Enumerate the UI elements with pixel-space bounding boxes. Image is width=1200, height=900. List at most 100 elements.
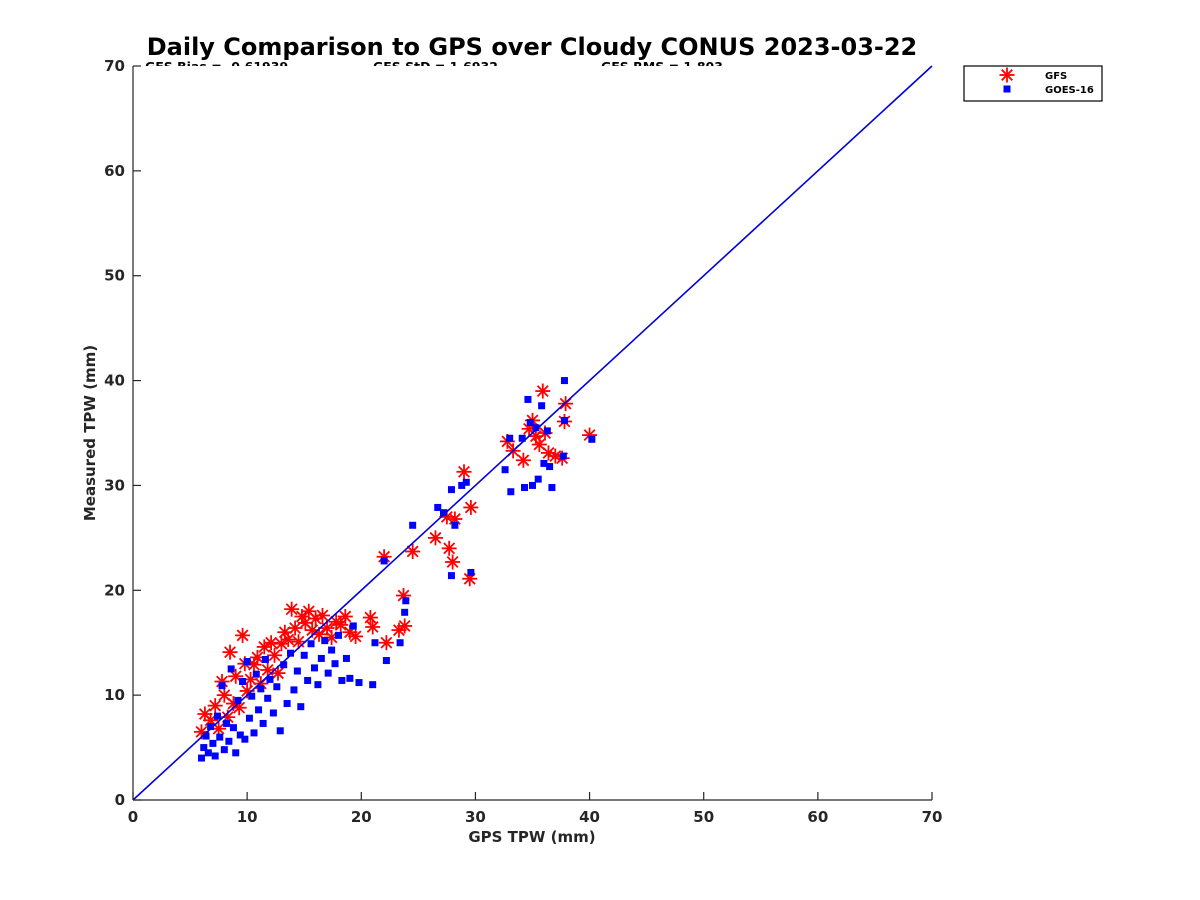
legend: GFS GOES-16 (963, 65, 1103, 102)
data-point (241, 735, 249, 743)
data-point (267, 647, 283, 663)
data-point (202, 732, 210, 740)
data-point (255, 706, 263, 714)
x-tick-label: 50 (693, 808, 714, 826)
legend-box (963, 65, 1103, 102)
one-to-one-line (132, 65, 933, 801)
data-point (546, 463, 554, 471)
data-point (218, 682, 226, 690)
x-tick-label: 20 (351, 808, 372, 826)
data-point (257, 685, 265, 693)
data-point (209, 739, 217, 747)
data-point (538, 402, 546, 410)
data-point (225, 737, 233, 745)
y-tick-label: 70 (104, 57, 125, 75)
data-point (308, 611, 324, 627)
data-point (371, 639, 379, 647)
data-point (211, 752, 219, 760)
data-point (307, 640, 315, 648)
x-tick-label: 60 (807, 808, 828, 826)
data-point (405, 543, 421, 559)
data-point (524, 395, 532, 403)
data-point (276, 727, 284, 735)
x-tick-label: 30 (465, 808, 486, 826)
data-point (273, 683, 281, 691)
x-tick-label: 40 (579, 808, 600, 826)
data-point (243, 658, 251, 666)
data-point (324, 669, 332, 677)
series-goes-16 (197, 377, 596, 762)
data-point (293, 667, 301, 675)
data-point (462, 478, 470, 486)
data-point (304, 676, 312, 684)
data-point (269, 709, 277, 717)
data-point (362, 610, 378, 626)
data-point (314, 681, 322, 689)
data-point (535, 383, 551, 399)
data-point (235, 627, 251, 643)
data-point (378, 635, 394, 651)
data-point (314, 607, 330, 623)
x-tick-label: 0 (128, 808, 138, 826)
data-point (382, 657, 390, 665)
legend-marker-gfs (999, 67, 1015, 83)
x-axis-label: GPS TPW (mm) (468, 828, 595, 846)
series-gfs (193, 383, 598, 740)
legend-label: GOES-16 (1045, 85, 1094, 96)
y-axis-label: Measured TPW (mm) (81, 345, 99, 521)
data-point (280, 661, 288, 669)
data-point (213, 712, 221, 720)
data-point (532, 424, 540, 432)
data-point (447, 486, 455, 494)
data-point (463, 499, 479, 515)
data-point (342, 654, 350, 662)
y-tick-label: 10 (104, 686, 125, 704)
data-point (543, 427, 551, 435)
data-point (232, 749, 240, 757)
data-point (548, 484, 556, 492)
data-point (380, 557, 388, 565)
data-point (207, 723, 215, 731)
data-point (229, 724, 237, 732)
data-point (506, 434, 514, 442)
data-point (290, 686, 298, 694)
data-point (526, 419, 534, 427)
data-point (447, 572, 455, 580)
data-point (317, 654, 325, 662)
data-point (365, 619, 381, 635)
data-point (427, 530, 443, 546)
data-point (445, 554, 461, 570)
data-point (223, 719, 231, 727)
data-point (521, 484, 529, 492)
data-point (439, 509, 447, 517)
data-point (401, 608, 409, 616)
data-point (200, 744, 208, 752)
y-tick-label: 30 (104, 476, 125, 494)
data-point (467, 568, 475, 576)
data-point (261, 655, 269, 663)
legend-marker-goes-16 (1003, 85, 1011, 93)
data-point (259, 719, 267, 727)
data-point (249, 649, 265, 665)
data-point (236, 731, 244, 739)
data-point (507, 488, 515, 496)
data-point (245, 714, 253, 722)
y-tick-label: 40 (104, 372, 125, 390)
data-point (349, 622, 357, 630)
data-point (376, 549, 392, 565)
x-tick-label: 10 (237, 808, 258, 826)
data-point (252, 670, 260, 678)
data-point (216, 733, 224, 741)
data-point (300, 651, 308, 659)
legend-label: GFS (1045, 71, 1067, 82)
data-point (321, 637, 329, 645)
data-point (283, 700, 291, 708)
data-point (540, 459, 548, 467)
data-point (348, 628, 364, 644)
data-point (338, 676, 346, 684)
y-tick-label: 60 (104, 162, 125, 180)
data-point (451, 521, 459, 529)
data-point (264, 694, 272, 702)
data-point (287, 649, 295, 657)
data-point (458, 481, 466, 489)
